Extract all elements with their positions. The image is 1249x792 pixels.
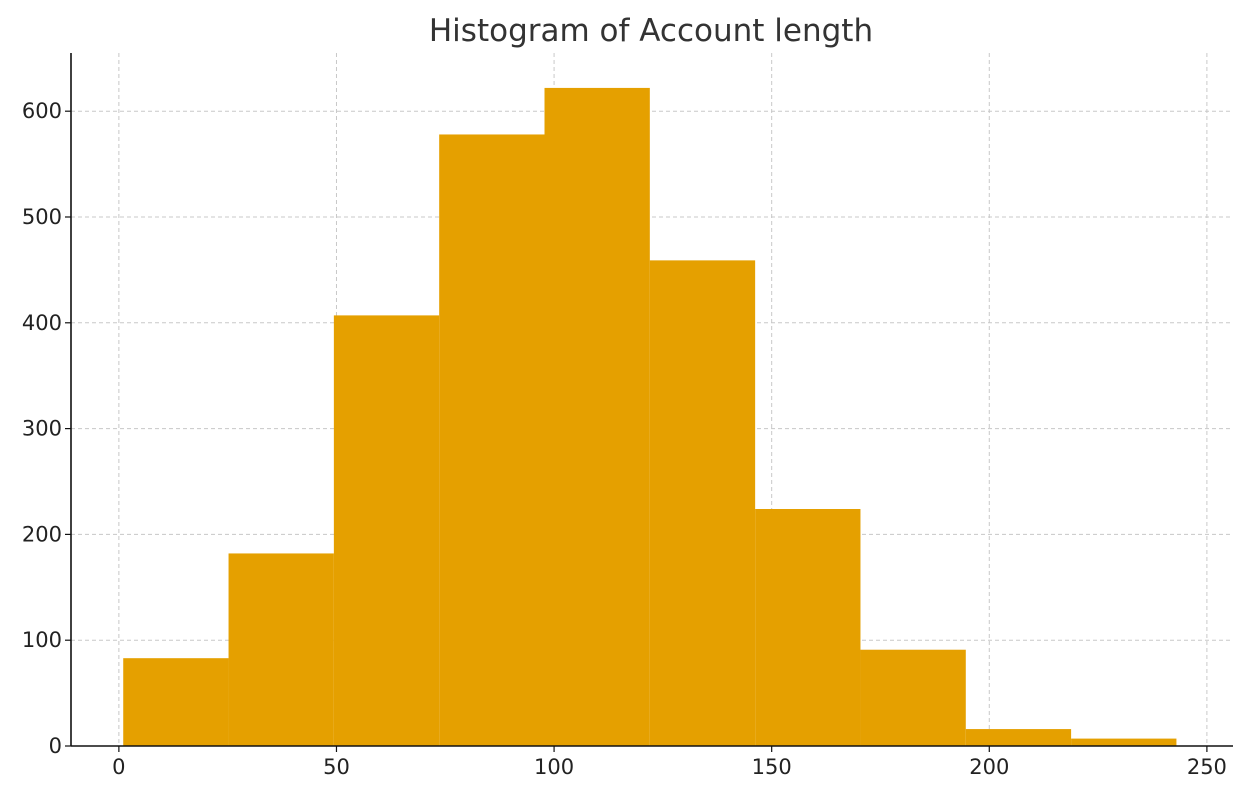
histogram-bar: [333, 315, 440, 746]
y-tick-label: 200: [22, 522, 62, 546]
histogram-bar: [1071, 738, 1177, 746]
y-tick-label: 100: [22, 628, 62, 652]
y-tick-label: 400: [22, 311, 62, 335]
y-tick-label: 600: [22, 99, 62, 123]
chart-title: Histogram of Account length: [429, 13, 873, 49]
x-tick-label: 100: [534, 755, 574, 779]
y-tick-label: 0: [49, 734, 62, 758]
y-tick-label: 500: [22, 205, 62, 229]
y-tick-label: 300: [22, 417, 62, 441]
histogram-bar: [228, 553, 334, 746]
x-tick-label: 200: [969, 755, 1009, 779]
histogram-bar: [860, 649, 966, 746]
histogram-bar: [649, 260, 756, 746]
tick-labels-layer: 0 50 100 150 200 250 0 100 200 300 400 500 600: [22, 99, 1227, 779]
x-tick-label: 150: [752, 755, 792, 779]
histogram-bar: [123, 658, 229, 746]
histogram-bar: [965, 729, 1072, 746]
histogram-bar: [439, 134, 545, 747]
x-tick-label: 50: [323, 755, 350, 779]
x-tick-label: 250: [1187, 755, 1227, 779]
bars-layer: [123, 87, 1177, 747]
histogram-bar: [755, 509, 861, 746]
histogram-bar: [544, 87, 650, 747]
axes-layer: [65, 53, 1233, 752]
x-tick-label: 0: [112, 755, 125, 779]
